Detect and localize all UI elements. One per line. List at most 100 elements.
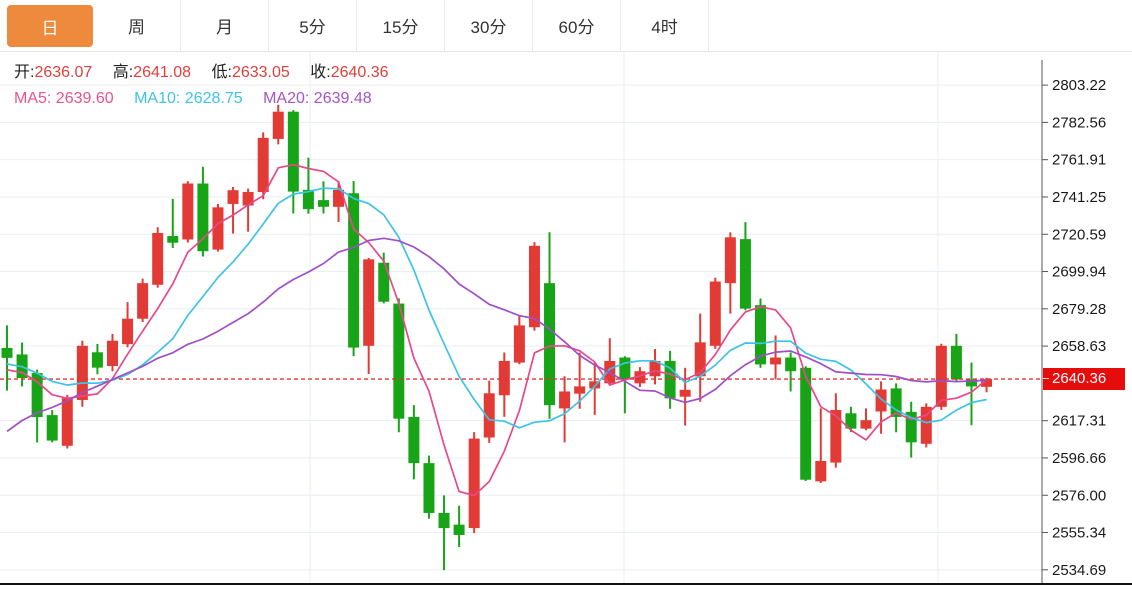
candle-body [348,193,360,348]
open-readout: 开:2636.07 [14,64,93,81]
candle-body [935,345,947,407]
candle-body [378,262,390,302]
candle-body [755,305,766,365]
y-axis-tick-label: 2576.00 [1052,487,1106,504]
ma5-readout: MA5: 2639.60 [14,90,114,107]
ma10-line [6,187,987,429]
y-axis-tick-label: 2596.66 [1052,450,1106,467]
candle-body [438,512,450,529]
candle-body [544,283,556,406]
tab-5min[interactable]: 5分 [269,0,357,51]
candle-body [453,524,465,535]
candle-body [137,283,149,319]
low-readout: 低:2633.05 [211,64,290,81]
y-axis-tick-label: 2803.22 [1052,77,1106,94]
y-axis-tick-label: 2699.94 [1052,264,1106,281]
candle-body [528,245,540,328]
candle-body [272,111,284,139]
timeframe-tabbar: 日 周 月 5分 15分 30分 60分 4时 [0,0,1132,52]
candle-body [649,360,661,377]
chart-legend: 开:2636.07 高:2641.08 低:2633.05 收:2640.36 … [14,60,405,112]
ma20-line [6,237,987,433]
tab-4hour[interactable]: 4时 [621,0,709,51]
candle-body [197,183,209,252]
candle-body [91,352,103,368]
candle-body [468,438,480,529]
candle-body [664,360,676,399]
candle-body [574,386,586,394]
candle-body [559,391,571,409]
tab-15min[interactable]: 15分 [357,0,445,51]
candle-body [167,236,179,243]
candle-body [182,183,194,240]
candle-body [333,189,345,207]
candle-body [513,325,525,363]
y-axis-tick-label: 2555.34 [1052,525,1106,542]
ohlc-legend-row: 开:2636.07 高:2641.08 低:2633.05 收:2640.36 [14,60,405,86]
candle-body [227,190,239,204]
candle-body [498,360,510,396]
ma10-readout: MA10: 2628.75 [134,90,243,107]
candle-body [31,373,43,418]
y-axis-tick-label: 2679.28 [1052,301,1106,318]
candle-body [694,342,706,377]
tab-month[interactable]: 月 [181,0,269,51]
candle-body [76,345,88,400]
candle-body [950,345,962,380]
candle-body [890,388,902,417]
candle-body [875,389,887,412]
y-axis-tick-label: 2782.56 [1052,114,1106,131]
candle-body [302,189,314,210]
ma5-line [6,163,988,497]
candle-body [589,381,601,389]
candle-body [483,393,495,438]
candle-body [739,239,751,309]
candle-body [860,420,872,429]
tab-week[interactable]: 周 [93,0,181,51]
candle-body [1,347,13,358]
candle-body [770,357,782,365]
y-axis-tick-label: 2741.25 [1052,189,1106,206]
chart-canvas[interactable]: 2803.22 2782.56 2761.91 2741.25 2720.59 2699.… [0,52,1132,589]
ma20-readout: MA20: 2639.48 [263,90,372,107]
candle-body [423,463,435,513]
close-readout: 收:2640.36 [310,64,389,81]
candle-body [106,340,118,367]
y-axis-tick-label: 2658.63 [1052,338,1106,355]
candle-body [317,200,329,207]
y-axis-tick-label: 2761.91 [1052,152,1106,169]
candle-body [815,460,827,482]
candle-body [920,406,932,444]
candle-body [981,379,993,387]
tab-60min[interactable]: 60分 [533,0,621,51]
high-readout: 高:2641.08 [112,64,192,81]
candle-body [61,398,73,446]
candle-body [724,237,736,284]
ma-legend-row: MA5: 2639.60 MA10: 2628.75 MA20: 2639.48 [14,86,405,112]
current-price-badge: 2640.36 [1043,368,1125,390]
tab-day[interactable]: 日 [7,5,93,47]
candle-body [122,318,134,345]
tab-30min[interactable]: 30分 [445,0,533,51]
candle-body [257,137,269,193]
candle-body [619,357,631,380]
candle-body [785,357,797,372]
candle-body [905,411,917,443]
y-axis-tick-label: 2534.69 [1052,562,1106,579]
candle-body [212,207,224,250]
candle-body [393,303,405,419]
candle-body [242,192,254,206]
candle-body [152,232,164,285]
candle-body [709,281,721,346]
candle-body [287,111,299,192]
candle-body [634,371,646,384]
candle-body [800,367,812,480]
candle-body [408,416,420,464]
y-axis-tick-label: 2617.31 [1052,413,1106,430]
candle-body [830,410,842,463]
candle-body [679,389,691,397]
y-axis-tick-label: 2720.59 [1052,226,1106,243]
candle-body [46,415,58,441]
candlestick-chart[interactable]: 2803.22 2782.56 2761.91 2741.25 2720.59 2699.… [0,52,1132,589]
candle-body [845,413,857,429]
